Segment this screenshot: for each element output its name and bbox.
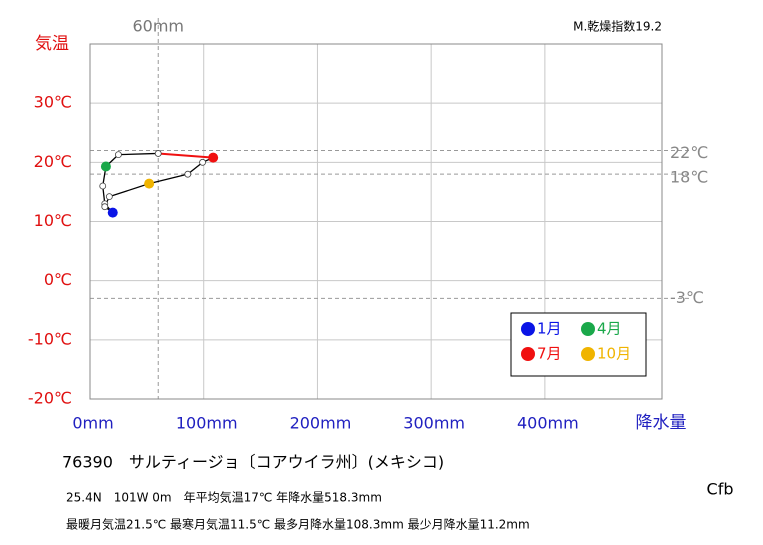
month-point xyxy=(107,207,118,218)
info-line: 最暖月気温21.5℃ 最寒月気温11.5℃ 最多月降水量108.3mm 最少月降… xyxy=(66,517,530,532)
reference-label: 18℃ xyxy=(670,168,708,187)
month-point xyxy=(199,158,206,166)
reference-label: 22℃ xyxy=(670,143,708,162)
climate-class: Cfb xyxy=(707,480,734,499)
x-tick-label: 0mm xyxy=(72,414,113,433)
month-point xyxy=(184,170,192,178)
month-point xyxy=(208,152,219,163)
legend-marker xyxy=(521,322,535,336)
legend-marker xyxy=(521,347,535,361)
reference-label: 60mm xyxy=(132,17,184,36)
info-line: 25.4N 101W 0m 年平均気温17℃ 年降水量518.3mm xyxy=(66,490,382,505)
climate-path xyxy=(109,183,150,198)
y-tick-label: -10℃ xyxy=(28,329,72,348)
month-point xyxy=(99,182,107,190)
y-axis-label: 気温 xyxy=(35,34,69,54)
y-tick-label: 20℃ xyxy=(34,152,72,171)
month-point xyxy=(101,203,109,211)
climate-path xyxy=(148,173,188,185)
month-point xyxy=(144,178,155,189)
x-tick-label: 100mm xyxy=(176,414,238,433)
climate-path xyxy=(158,152,214,159)
month-point xyxy=(105,193,113,201)
legend-label: 1月 xyxy=(537,320,562,338)
climate-path xyxy=(118,152,159,156)
dryness-index: M.乾燥指数19.2 xyxy=(573,19,662,34)
y-tick-label: -20℃ xyxy=(28,389,72,408)
y-tick-label: 30℃ xyxy=(34,93,72,112)
legend-marker xyxy=(581,322,595,336)
plot-border xyxy=(89,43,663,400)
y-tick-label: 10℃ xyxy=(34,211,72,230)
x-tick-label: 200mm xyxy=(290,414,352,433)
station: 76390 サルティージョ〔コアウイラ州〕(メキシコ) xyxy=(62,453,444,472)
x-tick-label: 300mm xyxy=(403,414,465,433)
legend-label: 4月 xyxy=(597,320,622,338)
x-axis-label: 降水量 xyxy=(636,413,687,433)
x-tick-label: 400mm xyxy=(517,414,579,433)
reference-label: -3℃ xyxy=(670,288,704,307)
month-point xyxy=(115,151,122,159)
legend-label: 10月 xyxy=(597,345,631,363)
legend-marker xyxy=(581,347,595,361)
month-point xyxy=(100,161,111,172)
legend-box xyxy=(510,312,647,377)
y-tick-label: 0℃ xyxy=(44,270,72,289)
month-point xyxy=(154,150,162,157)
legend-label: 7月 xyxy=(537,345,562,363)
